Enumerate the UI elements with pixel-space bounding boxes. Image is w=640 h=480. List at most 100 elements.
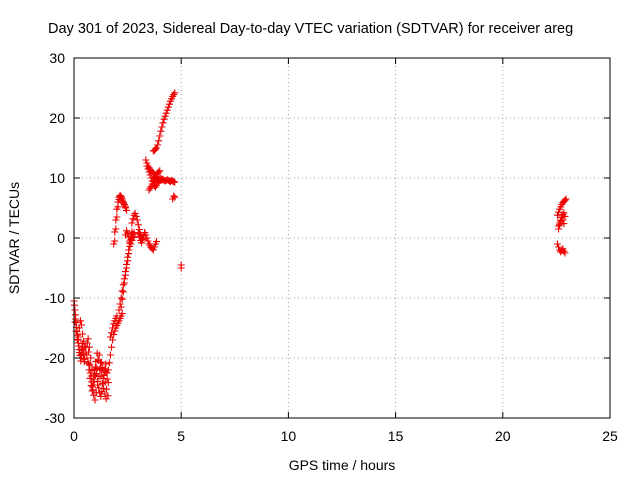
data-point xyxy=(158,123,166,131)
data-point xyxy=(87,354,95,362)
x-tick-label: 20 xyxy=(495,428,511,444)
data-point xyxy=(151,145,159,153)
data-point xyxy=(117,303,125,311)
data-point xyxy=(127,240,135,248)
data-point xyxy=(556,221,564,229)
grid-lines xyxy=(74,58,610,418)
data-point xyxy=(85,360,93,368)
data-point xyxy=(91,372,99,380)
data-point xyxy=(150,243,158,251)
data-point xyxy=(94,381,102,389)
data-point xyxy=(73,336,81,344)
data-point xyxy=(85,366,93,374)
data-point xyxy=(171,178,179,186)
data-point xyxy=(170,192,178,200)
data-point xyxy=(103,385,111,393)
y-tick-label: -10 xyxy=(45,290,65,306)
data-point xyxy=(101,390,109,398)
data-point xyxy=(110,320,118,328)
data-point xyxy=(103,369,111,377)
data-point xyxy=(157,127,165,135)
data-point xyxy=(91,396,99,404)
data-point xyxy=(128,219,136,227)
y-tick-label: 10 xyxy=(49,170,65,186)
data-point xyxy=(71,318,79,326)
data-point xyxy=(130,229,138,237)
data-point xyxy=(102,360,110,368)
data-point xyxy=(85,348,93,356)
data-point xyxy=(164,103,172,111)
data-point xyxy=(149,246,157,254)
data-point xyxy=(104,379,112,387)
data-point xyxy=(83,351,91,359)
data-point xyxy=(133,216,141,224)
data-point xyxy=(81,355,89,363)
data-point xyxy=(125,250,133,258)
data-point xyxy=(95,384,103,392)
data-point xyxy=(76,317,84,325)
data-point xyxy=(555,208,563,216)
data-point xyxy=(105,359,113,367)
data-point xyxy=(110,240,118,248)
data-point xyxy=(143,162,151,170)
data-point xyxy=(128,236,136,244)
data-point xyxy=(108,329,116,337)
data-point xyxy=(98,380,106,388)
data-point xyxy=(171,89,179,97)
data-point xyxy=(561,196,569,204)
data-point xyxy=(74,333,82,341)
data-point xyxy=(112,216,120,224)
data-point xyxy=(80,337,88,345)
data-point xyxy=(104,366,112,374)
data-point xyxy=(121,271,129,279)
data-point xyxy=(161,112,169,120)
data-point xyxy=(120,279,128,287)
data-point xyxy=(123,206,131,214)
data-point xyxy=(158,176,166,184)
data-point xyxy=(93,364,101,372)
data-point xyxy=(165,100,173,108)
data-point xyxy=(89,386,97,394)
data-point xyxy=(144,165,152,173)
data-point xyxy=(142,231,150,239)
y-axis-label: SDTVAR / TECUs xyxy=(6,182,22,294)
data-point xyxy=(108,343,116,351)
data-point xyxy=(147,174,155,182)
data-point xyxy=(132,212,140,220)
data-point xyxy=(99,374,107,382)
data-point xyxy=(97,359,105,367)
data-point xyxy=(111,237,119,245)
x-tick-label: 10 xyxy=(281,428,297,444)
data-point xyxy=(143,234,151,242)
data-point xyxy=(562,195,570,203)
data-point xyxy=(79,330,87,338)
y-tick-label: -30 xyxy=(45,410,65,426)
data-point xyxy=(561,249,569,257)
data-point xyxy=(97,392,105,400)
data-point xyxy=(156,167,164,175)
data-point xyxy=(159,119,167,127)
data-point xyxy=(117,294,125,302)
data-point xyxy=(162,109,170,117)
data-point xyxy=(560,209,568,217)
data-point xyxy=(560,220,568,228)
data-point xyxy=(160,115,168,123)
data-point xyxy=(109,324,117,332)
data-point xyxy=(555,225,563,233)
data-point xyxy=(177,264,185,272)
data-point xyxy=(139,235,147,243)
data-point xyxy=(102,395,110,403)
data-point xyxy=(153,144,161,152)
data-point xyxy=(118,295,126,303)
x-tick-label: 0 xyxy=(70,428,78,444)
x-tick-label: 5 xyxy=(177,428,185,444)
data-point xyxy=(163,106,171,114)
data-point xyxy=(113,312,121,320)
y-tick-label: 30 xyxy=(49,50,65,66)
data-point xyxy=(116,300,124,308)
data-point xyxy=(81,343,89,351)
data-point xyxy=(156,132,164,140)
data-point xyxy=(153,238,161,246)
data-point xyxy=(138,239,146,247)
data-point xyxy=(553,211,561,219)
